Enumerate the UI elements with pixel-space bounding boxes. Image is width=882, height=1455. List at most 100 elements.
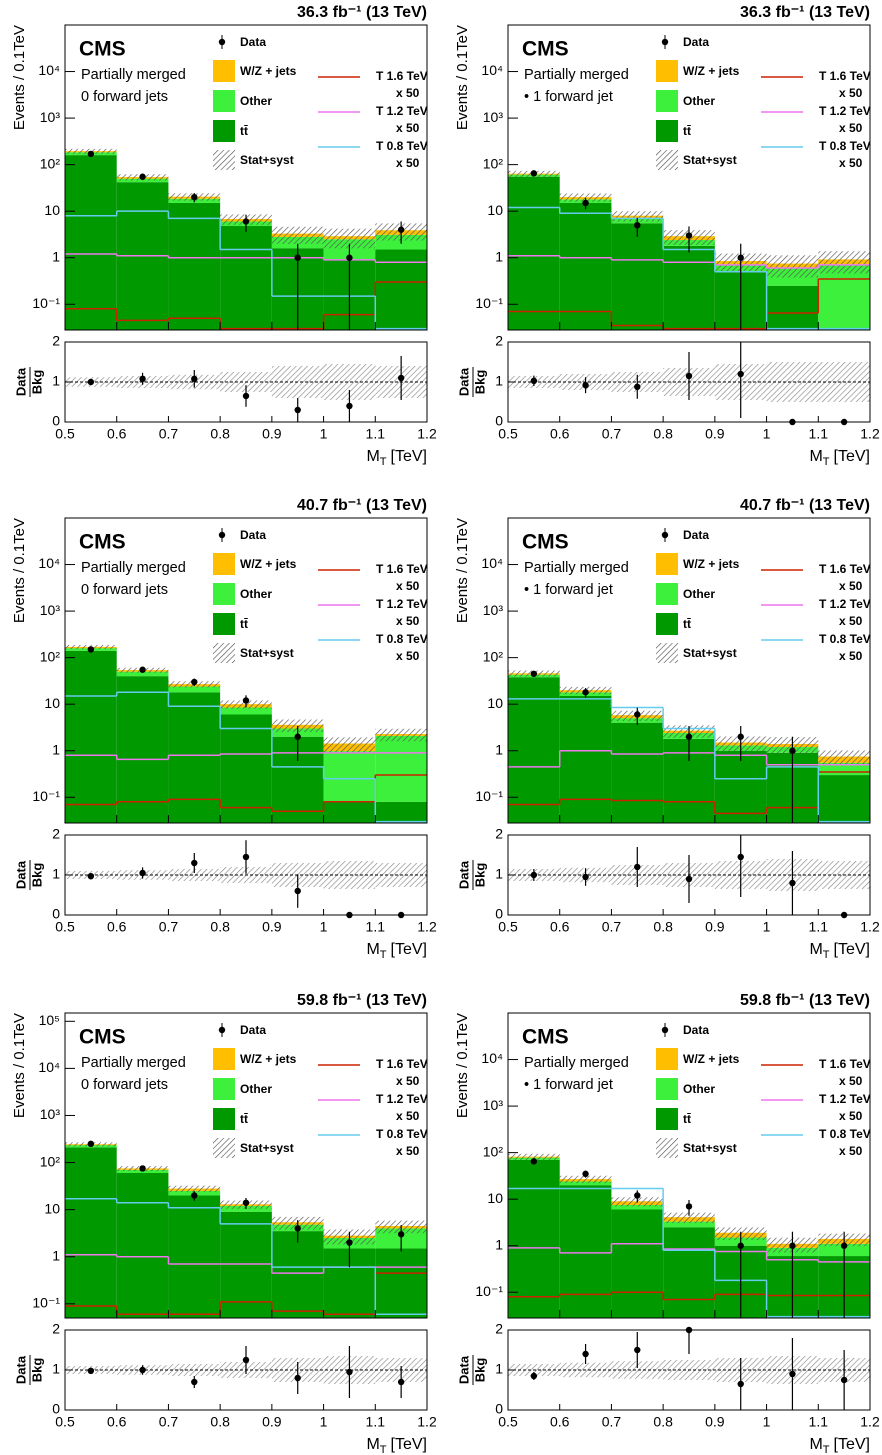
stack-segment <box>220 1211 272 1318</box>
data-point <box>530 170 538 177</box>
ratio-y-tick-label: 0 <box>495 413 503 429</box>
ratio-y-tick-label: 1 <box>495 1361 503 1377</box>
x-tick-label: 1.1 <box>366 1414 386 1430</box>
legend-label: Data <box>683 528 709 542</box>
stack-segment <box>818 264 870 330</box>
x-axis-label: MT [TeV] <box>366 1436 427 1455</box>
x-tick-label: 0.9 <box>262 426 282 442</box>
data-point <box>242 1199 250 1206</box>
lumi-label: 59.8 fb⁻¹ (13 TeV) <box>297 992 427 1009</box>
stack-segment <box>168 692 221 823</box>
x-tick-label: 0.9 <box>705 919 725 935</box>
ratio-point <box>530 377 538 384</box>
x-tick-label: 0.7 <box>159 426 179 442</box>
panel: 10⁻¹ 1 10 10² 10³ 10⁴ 0.5 0.6 0.7 0.8 0.9 1 1.1 1.2 0 1… <box>454 4 880 468</box>
ratio-y-tick-label: 2 <box>52 826 60 842</box>
uncertainty-band <box>375 728 427 742</box>
data-point <box>191 193 198 201</box>
stack-segment <box>323 751 376 802</box>
legend-scale: x 50 <box>839 1074 863 1088</box>
legend-scale: x 50 <box>396 86 420 100</box>
x-axis-label: MT [TeV] <box>809 1436 870 1455</box>
ratio-point <box>582 382 589 389</box>
legend-label: Stat+syst <box>240 646 294 660</box>
data-point <box>530 1158 538 1165</box>
y-tick-label: 10² <box>483 155 504 171</box>
legend-scale: x 50 <box>839 156 863 170</box>
data-point <box>294 254 301 261</box>
panel: 10⁻¹ 1 10 10² 10³ 10⁴ 0.5 0.6 0.7 0.8 0.9 1 1.1 1.2 0 1… <box>11 497 437 961</box>
ratio-frame <box>64 1329 428 1411</box>
subtitle: • 1 forward jet <box>524 89 613 105</box>
legend-label: T 1.6 TeV <box>819 1057 871 1071</box>
x-tick-label: 1.1 <box>366 919 386 935</box>
ratio-point <box>191 859 198 867</box>
legend-label: T 1.2 TeV <box>376 1092 428 1106</box>
y-tick-label: 1 <box>495 741 503 757</box>
x-axis-label: MT [TeV] <box>809 448 870 468</box>
y-tick-label: 10⁴ <box>481 555 503 571</box>
y-axis-label: Events / 0.1TeV <box>454 25 471 130</box>
data-point <box>634 1192 641 1199</box>
x-tick-label: 1.2 <box>417 1414 437 1430</box>
x-tick-label: 0.5 <box>55 919 75 935</box>
x-tick-label: 1.2 <box>417 919 437 935</box>
legend-scale: x 50 <box>396 614 420 628</box>
legend-swatch <box>213 120 235 142</box>
legend-label: T 0.8 TeV <box>819 1127 871 1141</box>
legend-label: tt̄ <box>240 617 248 631</box>
y-tick-label: 10² <box>40 155 61 171</box>
stack-segment <box>508 176 560 330</box>
y-tick-label: 1 <box>52 248 60 264</box>
y-tick-label: 10³ <box>483 109 504 125</box>
y-tick-label: 10⁴ <box>38 1059 60 1075</box>
uncertainty-band <box>766 255 819 278</box>
legend-label: Data <box>683 1023 709 1037</box>
legend-scale: x 50 <box>839 649 863 663</box>
ratio-point <box>139 1366 146 1374</box>
data-point <box>737 254 744 261</box>
legend-label: T 0.8 TeV <box>819 139 871 153</box>
ratio-y-label: Bkg <box>472 1358 487 1383</box>
data-point <box>737 1242 744 1249</box>
x-tick-label: 0.8 <box>210 919 230 935</box>
legend-scale: x 50 <box>839 614 863 628</box>
legend-scale: x 50 <box>396 1144 420 1158</box>
x-tick-label: 0.8 <box>653 1414 673 1430</box>
plot-frame <box>507 24 871 331</box>
uncertainty-band <box>271 719 324 733</box>
legend-label: T 1.2 TeV <box>819 104 871 118</box>
data-point <box>397 1231 405 1238</box>
legend-swatch <box>213 553 235 575</box>
x-tick-label: 0.6 <box>550 1414 570 1430</box>
legend-label: T 1.6 TeV <box>376 69 428 83</box>
subtitle: 0 forward jets <box>81 89 168 105</box>
y-tick-label: 10 <box>487 1190 503 1206</box>
y-tick-label: 10³ <box>483 602 504 618</box>
legend-scale: x 50 <box>396 649 420 663</box>
legend-label: Stat+syst <box>683 646 737 660</box>
subtitle: Partially merged <box>81 67 186 83</box>
ratio-frame <box>507 341 871 423</box>
x-axis-label-sub: T <box>380 949 387 961</box>
ratio-point <box>191 1378 198 1386</box>
data-point <box>87 646 95 653</box>
x-tick-label: 0.9 <box>705 426 725 442</box>
legend-swatch <box>656 1108 678 1130</box>
legend-swatch <box>656 613 678 635</box>
ratio-y-tick-label: 1 <box>495 866 503 882</box>
y-tick-label: 1 <box>495 1236 503 1252</box>
x-axis-label-sub: T <box>380 456 387 468</box>
y-tick-label: 10⁻¹ <box>32 295 60 311</box>
legend-label: Data <box>240 35 266 49</box>
stack-segment <box>168 686 221 693</box>
plot-frame <box>64 517 428 824</box>
y-tick-label: 10³ <box>40 602 61 618</box>
plot-frame <box>64 24 428 331</box>
legend-label: W/Z + jets <box>683 557 740 571</box>
ratio-band <box>168 1364 221 1376</box>
x-tick-label: 1 <box>320 426 328 442</box>
ratio-y-label: Data <box>13 860 28 889</box>
uncertainty-band <box>559 193 612 202</box>
ratio-y-tick-label: 0 <box>52 906 60 922</box>
